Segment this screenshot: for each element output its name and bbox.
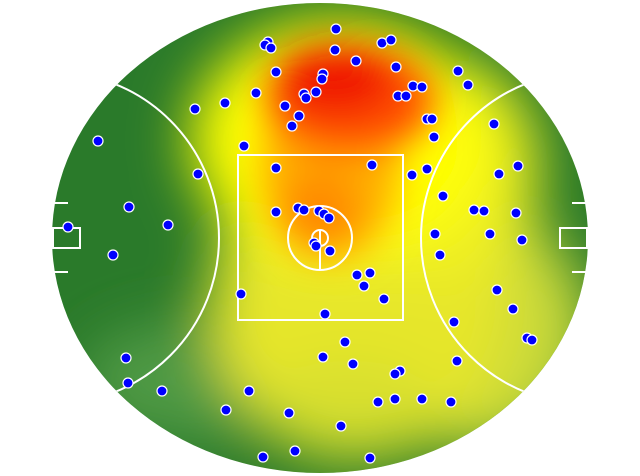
point <box>448 316 460 328</box>
point <box>434 249 446 261</box>
point <box>416 81 428 93</box>
point <box>220 404 232 416</box>
point <box>270 206 282 218</box>
point <box>317 351 329 363</box>
point <box>372 396 384 408</box>
point <box>445 396 457 408</box>
point <box>257 451 269 463</box>
point <box>366 159 378 171</box>
point <box>488 118 500 130</box>
point <box>219 97 231 109</box>
point <box>351 269 363 281</box>
point <box>416 393 428 405</box>
point <box>300 92 312 104</box>
point <box>437 190 449 202</box>
point <box>235 288 247 300</box>
point <box>286 120 298 132</box>
point <box>189 103 201 115</box>
point <box>192 168 204 180</box>
point <box>107 249 119 261</box>
point <box>265 42 277 54</box>
point <box>329 44 341 56</box>
point <box>339 336 351 348</box>
point <box>452 65 464 77</box>
point <box>323 212 335 224</box>
point <box>406 169 418 181</box>
point <box>324 245 336 257</box>
point <box>293 110 305 122</box>
point <box>279 100 291 112</box>
point <box>507 303 519 315</box>
point <box>350 55 362 67</box>
point <box>510 207 522 219</box>
point <box>462 79 474 91</box>
point <box>92 135 104 147</box>
point <box>385 34 397 46</box>
point <box>389 368 401 380</box>
point <box>364 267 376 279</box>
point <box>426 113 438 125</box>
point <box>270 162 282 174</box>
point <box>162 219 174 231</box>
point <box>270 66 282 78</box>
point <box>526 334 538 346</box>
point <box>319 308 331 320</box>
point <box>389 393 401 405</box>
point <box>428 131 440 143</box>
point <box>123 201 135 213</box>
point <box>478 205 490 217</box>
point <box>358 280 370 292</box>
point <box>378 293 390 305</box>
point <box>468 204 480 216</box>
point <box>400 90 412 102</box>
point <box>429 228 441 240</box>
point <box>310 86 322 98</box>
point <box>335 420 347 432</box>
point <box>493 168 505 180</box>
point <box>347 358 359 370</box>
point <box>512 160 524 172</box>
point <box>289 445 301 457</box>
point <box>484 228 496 240</box>
point <box>316 73 328 85</box>
point <box>243 385 255 397</box>
point <box>122 377 134 389</box>
point <box>451 355 463 367</box>
point <box>250 87 262 99</box>
point <box>390 61 402 73</box>
point <box>310 240 322 252</box>
point <box>238 140 250 152</box>
point <box>421 163 433 175</box>
point <box>62 221 74 233</box>
point <box>330 23 342 35</box>
point <box>120 352 132 364</box>
point <box>156 385 168 397</box>
point <box>298 204 310 216</box>
point <box>491 284 503 296</box>
point <box>516 234 528 246</box>
point <box>283 407 295 419</box>
points <box>62 23 538 464</box>
point <box>364 452 376 464</box>
